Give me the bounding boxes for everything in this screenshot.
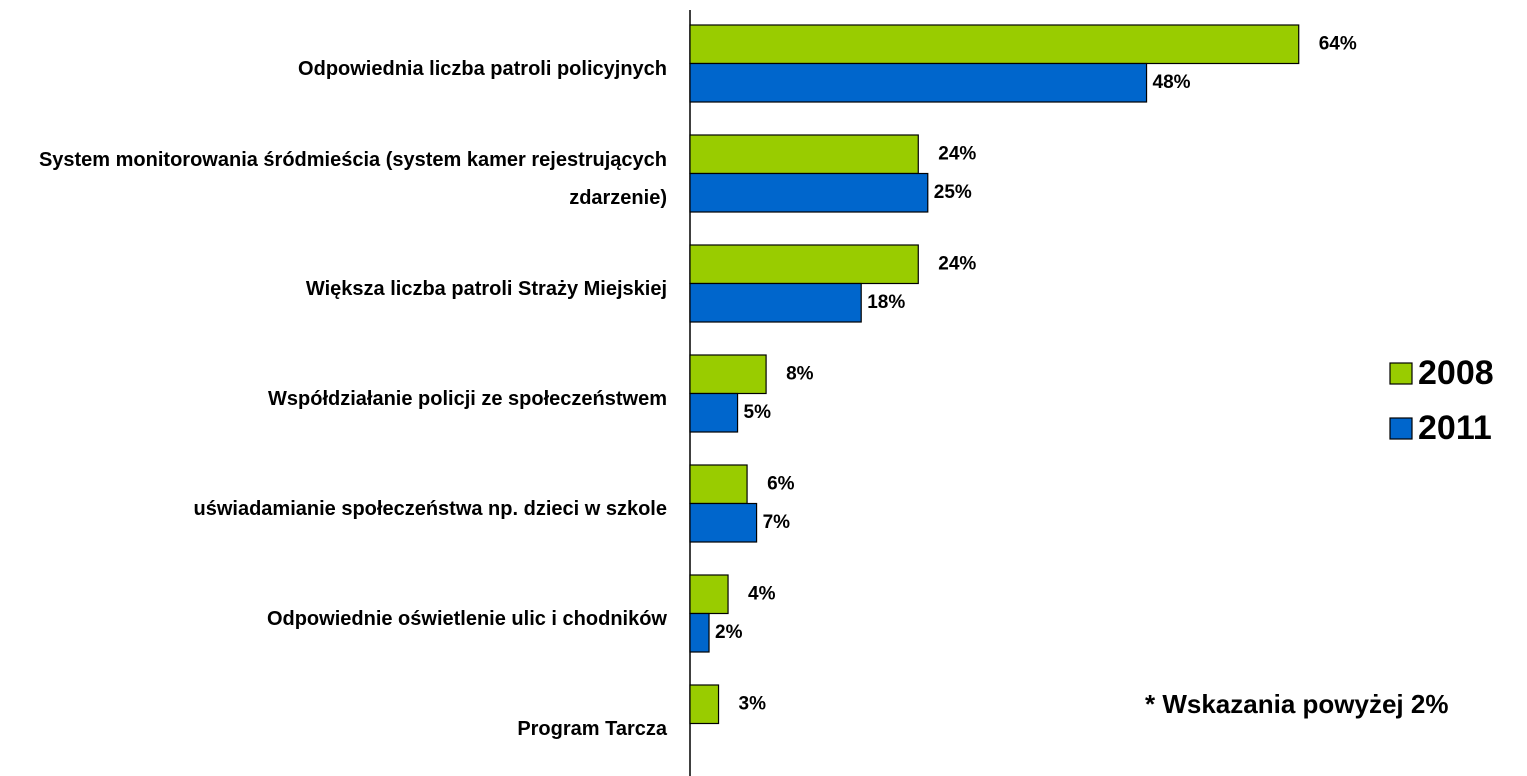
value-label: 4% <box>748 583 776 604</box>
category-label: Odpowiednie oświetlenie ulic i chodników <box>266 607 667 630</box>
bar <box>689 282 862 323</box>
legend-label: 2011 <box>1418 409 1492 447</box>
value-label: 48% <box>1153 72 1191 93</box>
category-label: Program Tarcza <box>517 717 667 740</box>
value-label: 64% <box>1319 33 1357 54</box>
value-label: 5% <box>744 402 772 423</box>
category-label: Współdziałanie policji ze społeczeństwem <box>268 387 667 410</box>
bar <box>689 244 919 285</box>
bar <box>689 464 748 505</box>
value-label: 3% <box>739 693 767 714</box>
legend-swatch <box>1389 417 1413 440</box>
bar <box>689 172 929 213</box>
bar <box>689 574 729 615</box>
category-label: uświadamianie społeczeństwa np. dzieci w… <box>193 497 668 520</box>
legend-swatch <box>1389 362 1413 385</box>
value-label: 7% <box>763 512 791 533</box>
value-label: 24% <box>938 143 976 164</box>
bar <box>689 24 1300 65</box>
category-label: Odpowiednia liczba patroli policyjnych <box>298 57 667 80</box>
legend-label: 2008 <box>1418 354 1494 392</box>
bar <box>689 392 739 433</box>
annotation: * Wskazania powyżej 2% <box>1145 689 1448 719</box>
bar <box>689 684 720 725</box>
value-label: 2% <box>715 622 743 643</box>
value-label: 24% <box>938 253 976 274</box>
category-label: Większa liczba patroli Straży Miejskiej <box>305 277 667 300</box>
bar <box>689 612 710 653</box>
bar <box>689 502 758 543</box>
value-label: 25% <box>934 182 972 203</box>
bar <box>689 134 919 175</box>
bar <box>689 62 1148 103</box>
value-label: 18% <box>867 292 905 313</box>
bar <box>689 354 767 395</box>
value-label: 6% <box>767 473 795 494</box>
value-label: 8% <box>786 363 814 384</box>
category-label: System monitorowania śródmieścia (system… <box>38 148 667 209</box>
